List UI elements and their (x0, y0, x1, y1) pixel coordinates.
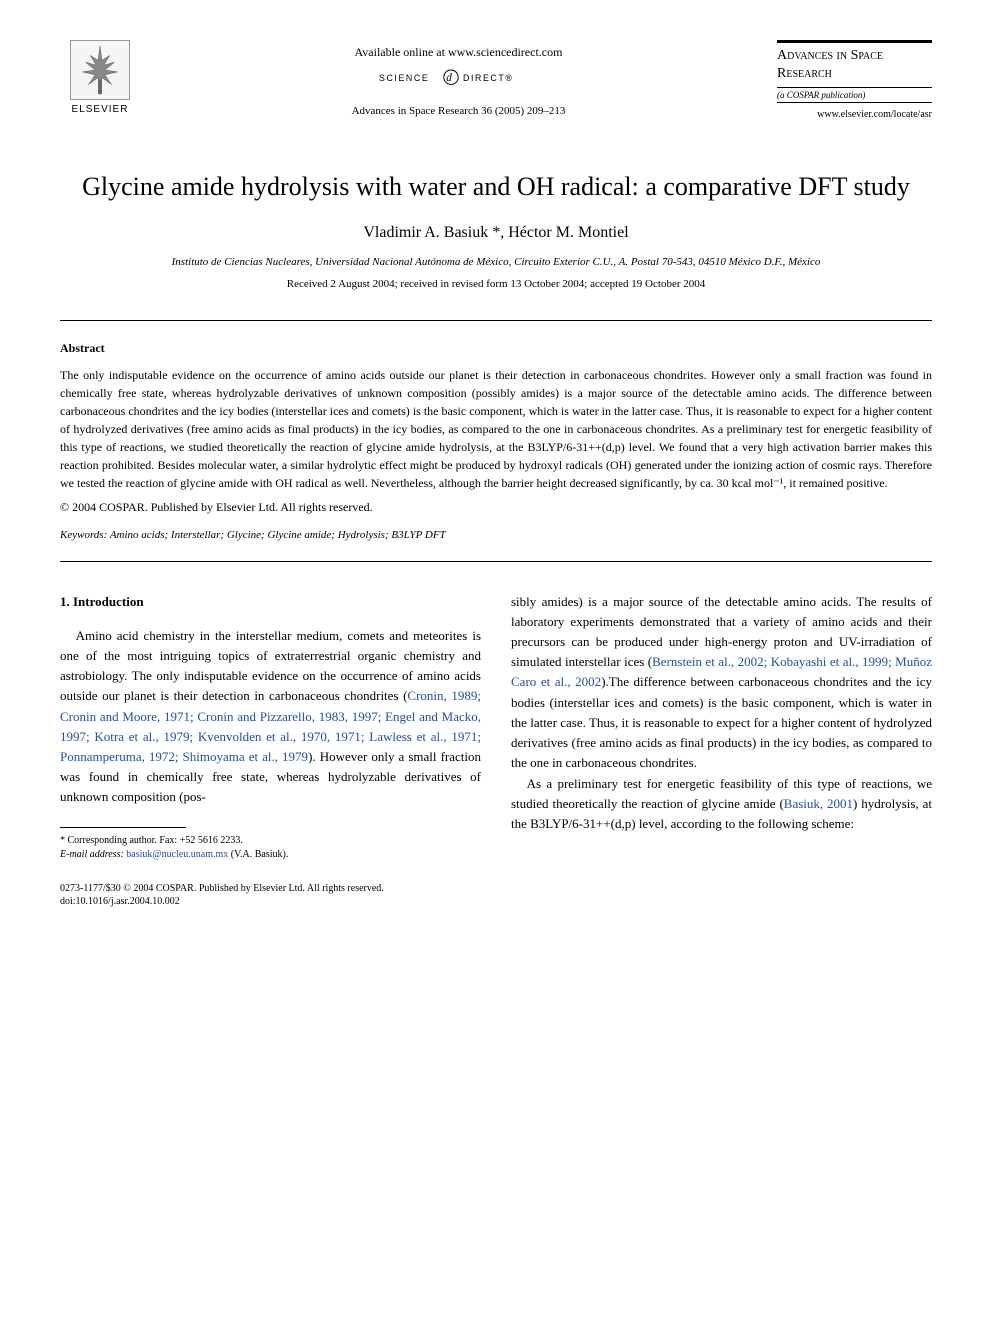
page-header: ELSEVIER Available online at www.science… (60, 40, 932, 130)
copyright-line: © 2004 COSPAR. Published by Elsevier Ltd… (60, 500, 932, 515)
article-dates: Received 2 August 2004; received in revi… (60, 278, 932, 290)
journal-title: Advances in Space Research (777, 40, 932, 83)
issn-line: 0273-1177/$30 © 2004 COSPAR. Published b… (60, 882, 932, 895)
right-column: sibly amides) is a major source of the d… (511, 592, 932, 862)
footnote-email-line: E-mail address: basiuk@nucleu.unam.mx (V… (60, 848, 481, 862)
center-header: Available online at www.sciencedirect.co… (140, 40, 777, 117)
email-link[interactable]: basiuk@nucleu.unam.mx (126, 849, 228, 860)
divider (60, 561, 932, 562)
section-heading: 1. Introduction (60, 592, 481, 612)
abstract-heading: Abstract (60, 341, 932, 356)
keywords-label: Keywords: (60, 529, 107, 541)
affiliation: Instituto de Ciencias Nucleares, Univers… (60, 256, 932, 268)
footnote-fax: * Corresponding author. Fax: +52 5616 22… (60, 834, 481, 848)
intro-para-1-cont: sibly amides) is a major source of the d… (511, 592, 932, 773)
locate-url: www.elsevier.com/locate/asr (777, 109, 932, 120)
journal-box: Advances in Space Research (a COSPAR pub… (777, 40, 932, 120)
page-footer: 0273-1177/$30 © 2004 COSPAR. Published b… (60, 882, 932, 908)
svg-text:SCIENCE: SCIENCE (379, 73, 429, 83)
doi-line: doi:10.1016/j.asr.2004.10.002 (60, 895, 932, 908)
citation-link[interactable]: Basiuk, 2001 (784, 796, 853, 811)
available-online-text: Available online at www.sciencedirect.co… (140, 45, 777, 60)
article-title: Glycine amide hydrolysis with water and … (60, 170, 932, 204)
elsevier-logo: ELSEVIER (60, 40, 140, 130)
cospar-line: (a COSPAR publication) (777, 87, 932, 103)
svg-text:d: d (446, 72, 452, 84)
intro-para-1: Amino acid chemistry in the interstellar… (60, 626, 481, 807)
divider (60, 320, 932, 321)
left-column: 1. Introduction Amino acid chemistry in … (60, 592, 481, 862)
keywords-text: Amino acids; Interstellar; Glycine; Glyc… (110, 529, 446, 541)
elsevier-label: ELSEVIER (72, 104, 129, 115)
keywords: Keywords: Amino acids; Interstellar; Gly… (60, 529, 932, 541)
journal-reference: Advances in Space Research 36 (2005) 209… (140, 105, 777, 117)
svg-text:DIRECT®: DIRECT® (463, 73, 513, 83)
footnote-rule (60, 827, 186, 828)
abstract-text: The only indisputable evidence on the oc… (60, 366, 932, 492)
authors: Vladimir A. Basiuk *, Héctor M. Montiel (60, 224, 932, 242)
elsevier-tree-icon (70, 40, 130, 100)
intro-para-2: As a preliminary test for energetic feas… (511, 774, 932, 834)
two-column-body: 1. Introduction Amino acid chemistry in … (60, 592, 932, 862)
corresponding-author-footnote: * Corresponding author. Fax: +52 5616 22… (60, 834, 481, 862)
science-direct-logo: SCIENCE d DIRECT® (140, 68, 777, 93)
